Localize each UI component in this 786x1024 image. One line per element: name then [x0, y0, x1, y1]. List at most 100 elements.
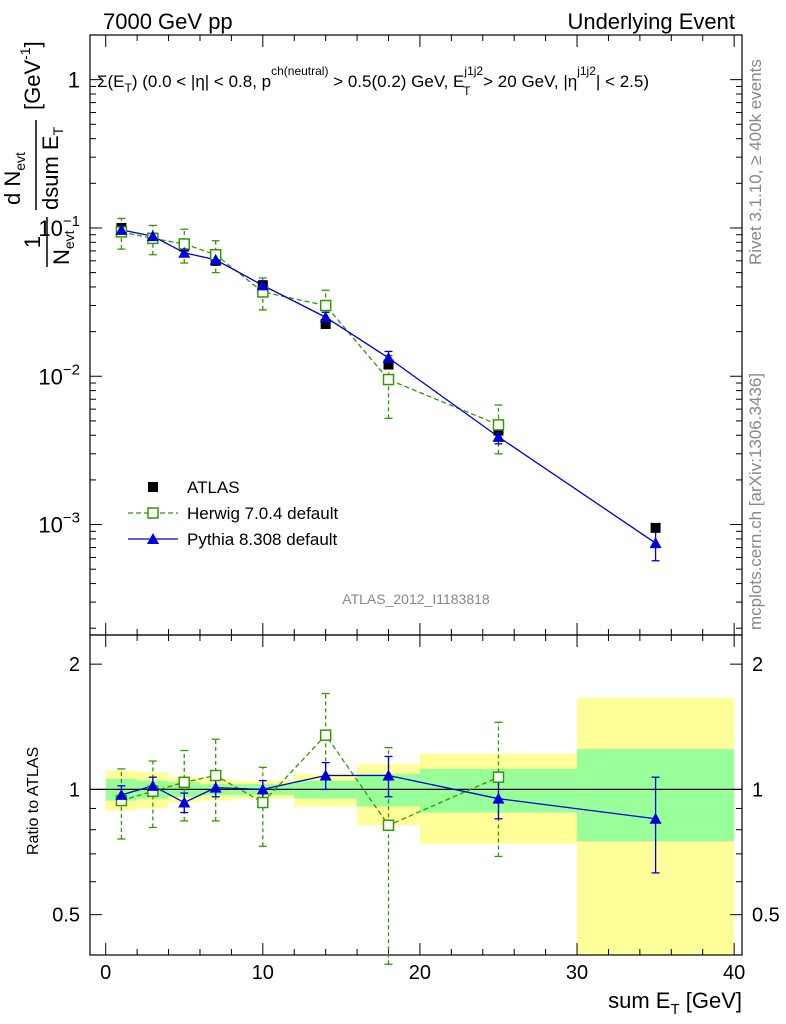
- x-tick-label: 10: [252, 962, 274, 984]
- cuts-label: Σ(ET) (0.0 < |η| < 0.8, pch(neutral) > 0…: [97, 64, 649, 98]
- cuts-label-sup: j1j2: [576, 64, 596, 78]
- pythia-point: [178, 246, 191, 258]
- pythia-ratio-point: [256, 783, 269, 795]
- ylabel-dsum: dsum ET: [38, 126, 66, 210]
- ylabel-nevt-sub: evt: [61, 230, 77, 249]
- x-tick-label: 30: [566, 962, 588, 984]
- main-series-group: [115, 217, 662, 562]
- pythia-point: [115, 223, 128, 235]
- legend-marker-atlas: [148, 482, 158, 492]
- legend-label-atlas: ATLAS: [187, 478, 240, 497]
- x-tick-label: 20: [409, 962, 431, 984]
- pythia-point: [319, 311, 332, 323]
- ylabel-dsum-sub: T: [50, 126, 66, 135]
- legend-marker-herwig: [147, 507, 159, 519]
- pythia-ratio-point: [319, 769, 332, 781]
- ylabel-units-exp: -1: [17, 47, 33, 60]
- ratio-y-tick-label-right: 1: [752, 779, 763, 801]
- pythia-ratio-point: [209, 781, 222, 793]
- ylabel-dsum-main: dsum E: [38, 135, 63, 210]
- pythia-point: [649, 537, 662, 549]
- x-axis-label-units: [GeV]: [680, 988, 742, 1013]
- ratio-series-group: [115, 692, 662, 965]
- ratio-frame: [89, 634, 743, 956]
- cuts-label-part: | < 2.5): [596, 72, 649, 91]
- ratio-y-tick-label-right: 2: [752, 654, 763, 676]
- herwig-point: [492, 419, 505, 431]
- x-axis-label-main: sum E: [608, 988, 670, 1013]
- legend-label-herwig: Herwig 7.0.4 default: [187, 504, 338, 523]
- ratio-panel: 0 10 20 30 40 2 2 1 1 0.5 0.5: [52, 634, 780, 984]
- atlas-point: [650, 522, 661, 533]
- main-y-tick-label-base: 10: [38, 216, 62, 241]
- ratio-y-tick-label-right: 0.5: [752, 905, 780, 927]
- main-y-label: 1 Nevt d Nevt dsum ET [GeV-1]: [0, 41, 77, 267]
- cuts-label-sup: j1j2: [463, 64, 483, 78]
- herwig-ratio-point: [178, 776, 191, 789]
- herwig-point: [382, 373, 395, 386]
- ylabel-one: 1: [20, 236, 45, 248]
- legend-marker-pythia: [147, 533, 159, 544]
- pythia-ratio-point: [492, 792, 505, 804]
- herwig-ratio-point: [319, 729, 332, 741]
- main-panel: 110−110−210−3: [38, 34, 743, 636]
- legend: ATLAS Herwig 7.0.4 default Pythia 8.308 …: [128, 478, 338, 549]
- herwig-ratio-point: [382, 819, 395, 832]
- pythia-ratio-point: [382, 769, 395, 781]
- herwig-ratio-point: [209, 769, 222, 782]
- cuts-label-sub: T: [463, 84, 471, 98]
- main-y-tick-label-exp: −3: [63, 510, 80, 527]
- ratio-y-tick-label: 1: [69, 779, 80, 801]
- pythia-ratio-point: [649, 812, 662, 824]
- main-y-tick-label: 10−3: [38, 510, 80, 538]
- header-right: Underlying Event: [567, 9, 735, 34]
- herwig-ratio-point: [492, 771, 505, 783]
- pythia-ratio-point: [178, 796, 191, 808]
- main-y-tick-label: 1: [68, 68, 80, 93]
- pythia-point: [209, 253, 222, 265]
- atlas-point: [320, 319, 331, 330]
- herwig-point: [319, 299, 332, 312]
- x-axis-label: sum ET [GeV]: [608, 988, 742, 1018]
- main-y-tick-label: 10−1: [38, 213, 80, 241]
- ylabel-units: [GeV-1]: [17, 41, 45, 110]
- ylabel-dn: d Nevt: [0, 152, 28, 205]
- x-axis-label-sub: T: [670, 1001, 679, 1018]
- cuts-label-part: > 0.5(0.2) GeV, E: [328, 72, 464, 91]
- ratio-bands: [105, 697, 735, 955]
- ylabel-nevt: Nevt: [49, 230, 77, 265]
- ylabel-dn-main: d N: [0, 171, 25, 205]
- main-y-tick-label-base: 10: [38, 513, 62, 538]
- pythia-ratio-point: [146, 779, 159, 791]
- cuts-label-part: > 20 GeV, |η: [478, 72, 577, 91]
- rivet-label: Rivet 3.1.10, ≥ 400k events: [746, 59, 765, 265]
- main-y-tick-label-base: 1: [68, 68, 80, 93]
- analysis-id: ATLAS_2012_I1183818: [342, 591, 490, 607]
- ratio-y-tick-label: 0.5: [52, 905, 80, 927]
- cuts-label-part: ) (0.0 < |η| < 0.8, p: [132, 72, 271, 91]
- ylabel-dn-sub: evt: [12, 152, 28, 171]
- atlas-point: [383, 359, 394, 370]
- mcplots-label: mcplots.cern.ch [arXiv:1306.3436]: [746, 373, 765, 630]
- x-tick-label: 0: [100, 962, 111, 984]
- ylabel-units-close: ]: [20, 41, 45, 47]
- pythia-point: [256, 279, 269, 291]
- cuts-label-sup: ch(neutral): [271, 64, 328, 78]
- ylabel-units-main: [GeV: [20, 60, 45, 110]
- ylabel-nevt-main: N: [49, 249, 74, 265]
- main-y-tick-label: 10−2: [38, 361, 80, 389]
- cuts-label-sub: T: [125, 81, 133, 95]
- herwig-ratio-point: [257, 796, 269, 809]
- pythia-point: [146, 230, 159, 242]
- cuts-label-part: Σ(E: [97, 72, 125, 91]
- legend-label-pythia: Pythia 8.308 default: [187, 530, 338, 549]
- pythia-ratio-point: [115, 788, 128, 800]
- main-y-tick-label-exp: −2: [63, 361, 80, 378]
- header-left: 7000 GeV pp: [103, 9, 233, 34]
- ratio-y-label: Ratio to ATLAS: [25, 747, 42, 855]
- main-y-tick-label-base: 10: [38, 364, 62, 389]
- pythia-point: [382, 351, 395, 363]
- x-tick-label: 40: [723, 962, 745, 984]
- ratio-y-tick-label: 2: [69, 654, 80, 676]
